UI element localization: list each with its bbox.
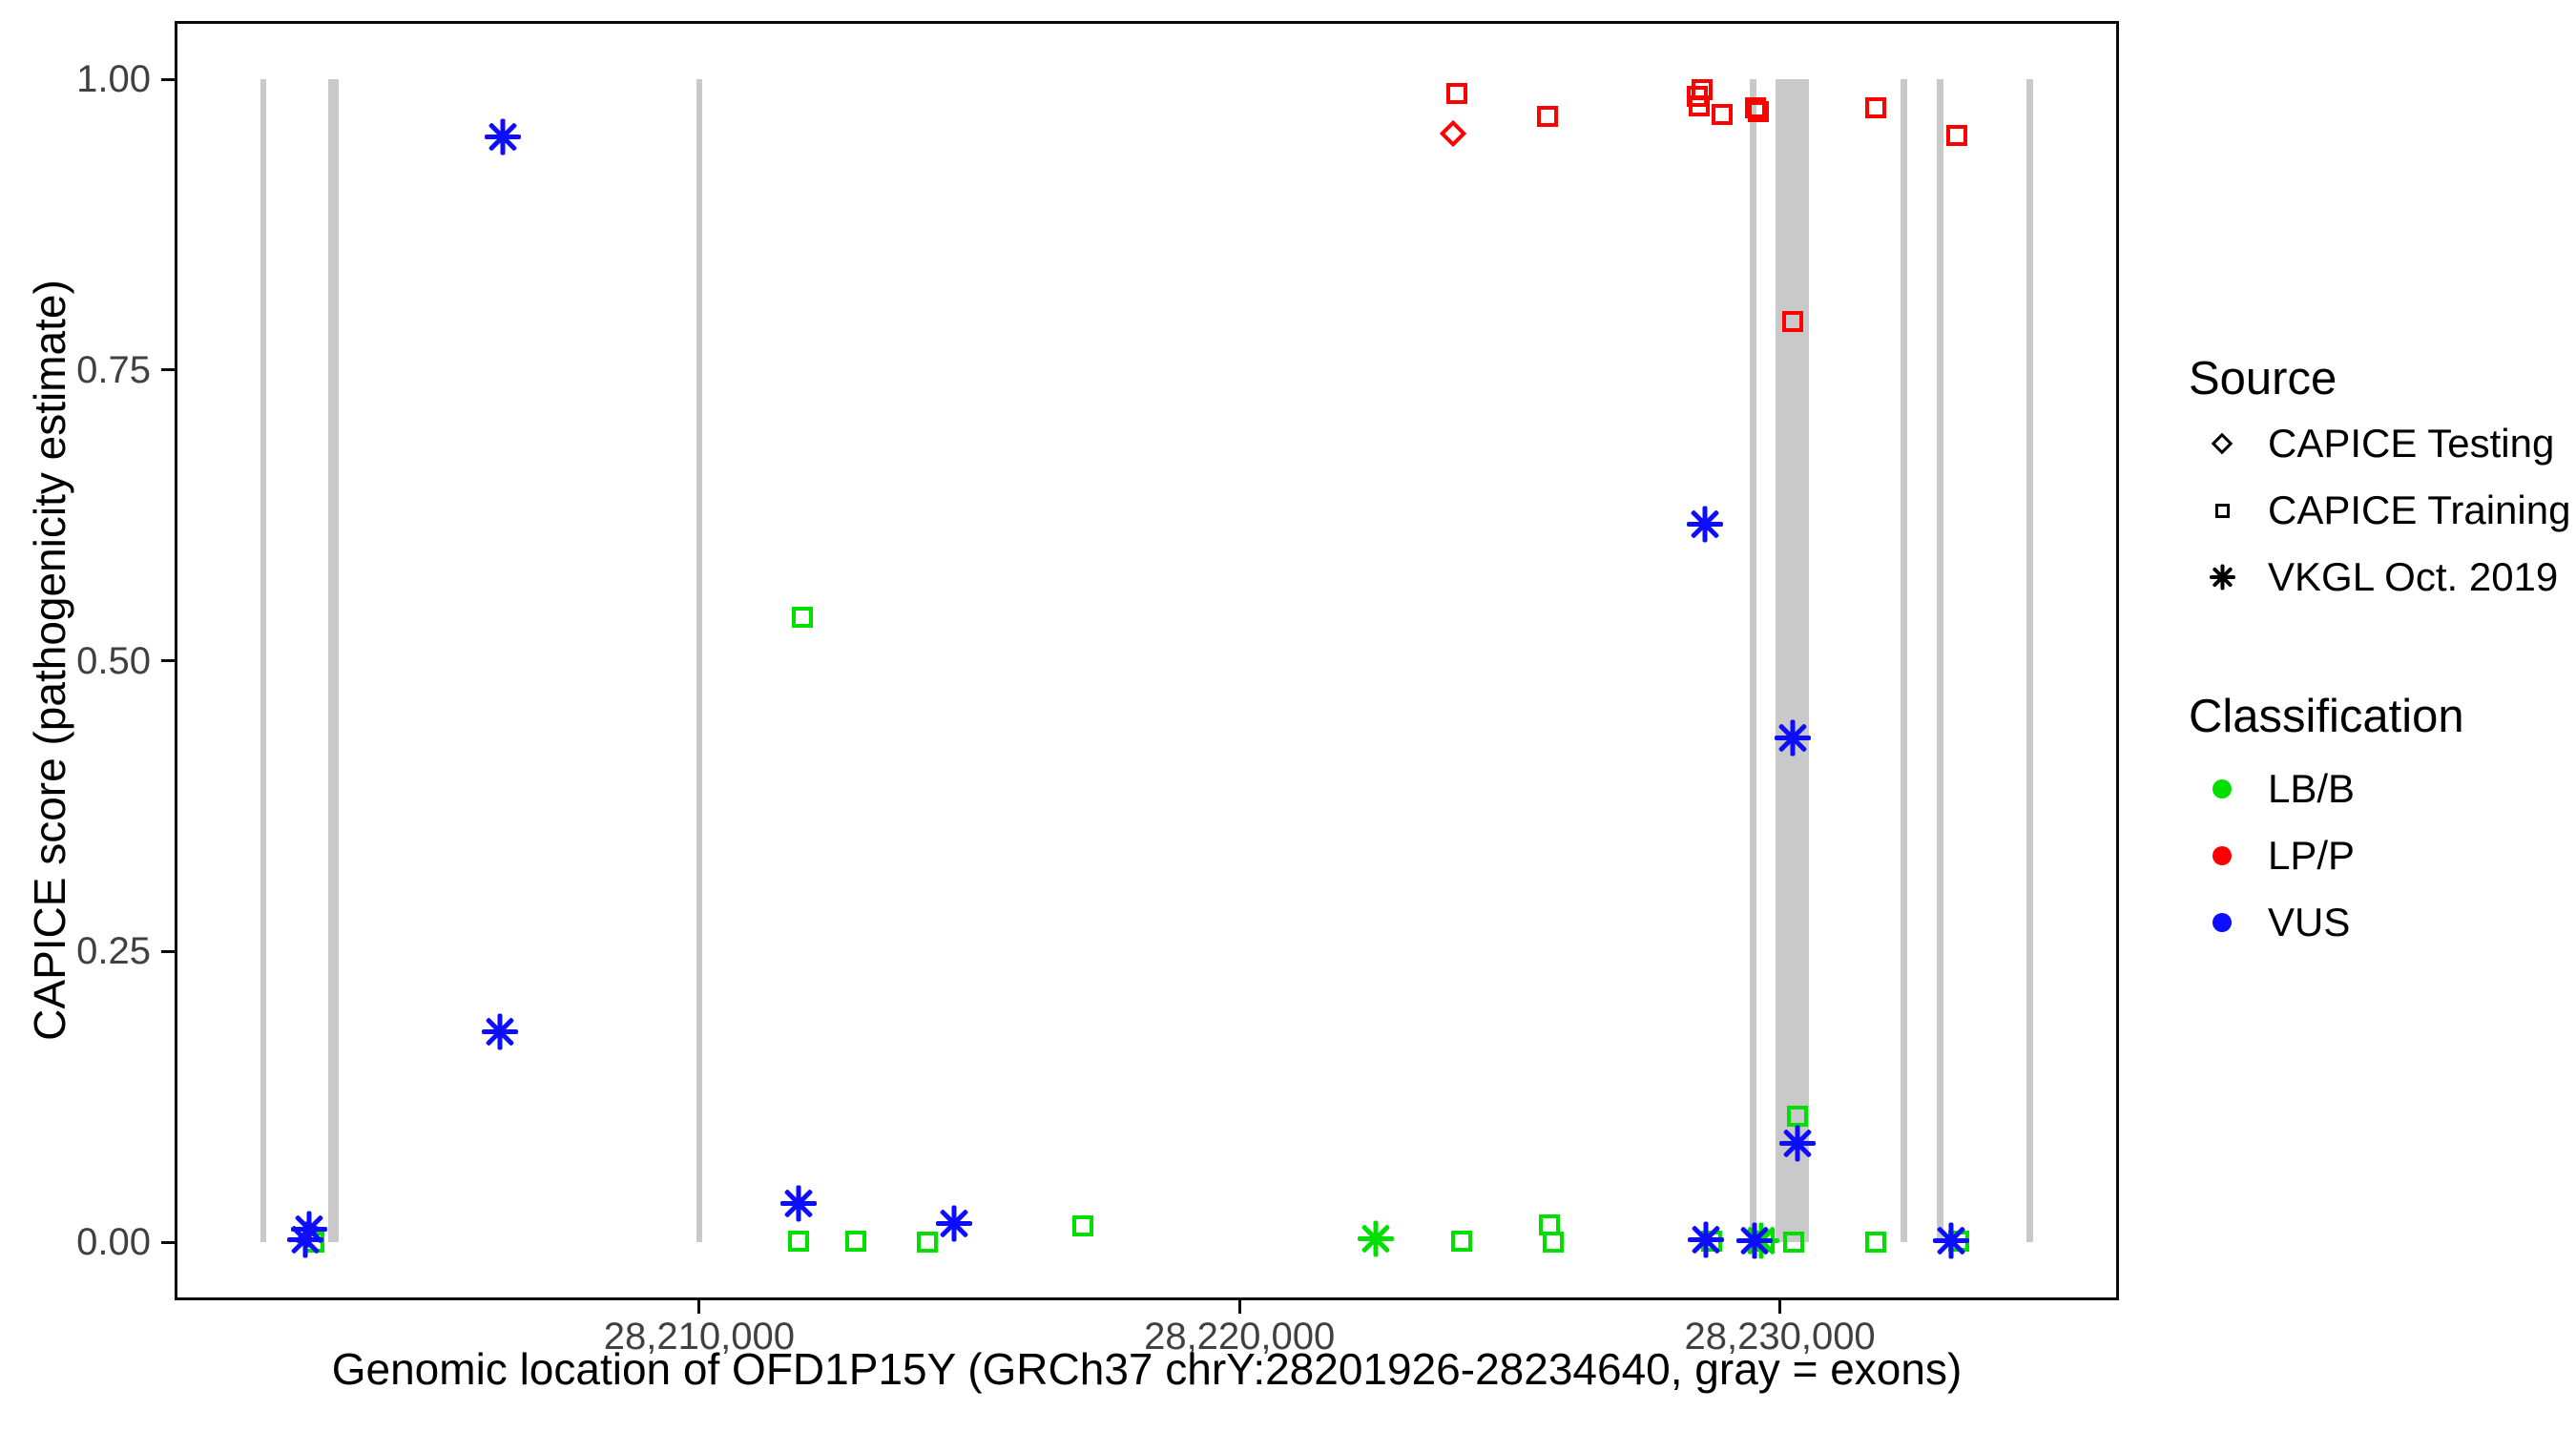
legend-item-label: CAPICE Testing — [2268, 421, 2555, 466]
x-axis-tick — [1237, 1300, 1241, 1314]
y-axis-tick-label: 0.50 — [76, 639, 151, 682]
legend-source-title: Source — [2189, 353, 2337, 404]
data-point-marker — [1711, 103, 1733, 125]
data-point-marker — [844, 1230, 866, 1252]
legend-item-label: VUS — [2268, 900, 2351, 944]
plot-panel — [175, 21, 2119, 1300]
data-point-marker — [1450, 1230, 1472, 1252]
x-axis-tick — [1778, 1300, 1782, 1314]
data-point-marker — [286, 1221, 323, 1258]
data-point-marker — [1542, 1232, 1564, 1253]
exon-bar — [1775, 79, 1809, 1243]
y-axis-title: CAPICE score (pathogenicity estimate) — [25, 280, 74, 1041]
y-axis-tick — [161, 1240, 175, 1244]
exon-bar — [260, 79, 267, 1243]
data-point-marker — [1686, 506, 1723, 543]
data-point-marker — [1864, 97, 1886, 119]
data-point-marker — [1945, 124, 1967, 146]
y-axis-tick-label: 0.25 — [76, 930, 151, 973]
exon-bar — [1937, 79, 1943, 1243]
data-point-marker — [1688, 95, 1710, 116]
y-axis-tick — [161, 659, 175, 662]
data-point-marker — [1735, 1222, 1773, 1259]
diamond-icon — [2211, 432, 2233, 455]
legend-item-label: CAPICE Training — [2268, 487, 2571, 532]
data-point-marker — [1536, 106, 1558, 127]
exon-bar — [328, 79, 339, 1243]
legend-item-label: LB/B — [2268, 766, 2356, 811]
legend-item-lbb: LB/B — [2189, 756, 2464, 822]
y-axis-tick-label: 0.00 — [76, 1221, 151, 1263]
legend-item-label: LP/P — [2268, 833, 2356, 878]
y-axis-tick-label: 0.75 — [76, 348, 151, 391]
green-dot-icon — [2212, 779, 2232, 798]
data-point-marker — [1747, 101, 1769, 123]
data-point-marker — [1786, 1106, 1808, 1128]
y-axis-tick — [161, 368, 175, 372]
data-point-marker — [1445, 82, 1467, 104]
legend-classification: Classification LB/B LP/P VUS — [2189, 689, 2464, 956]
y-axis-tick — [161, 77, 175, 81]
square-icon — [2214, 503, 2230, 518]
data-point-marker — [1932, 1222, 1969, 1259]
data-point-marker — [1071, 1215, 1093, 1236]
data-point-marker — [1781, 310, 1803, 332]
blue-dot-icon — [2212, 913, 2232, 932]
data-point-marker — [291, 1211, 327, 1248]
x-axis-tick-label: 28,220,000 — [1144, 1316, 1336, 1358]
x-axis-tick — [697, 1300, 701, 1314]
data-point-marker — [779, 1185, 817, 1222]
exon-bar — [1901, 79, 1907, 1243]
data-point-marker — [1864, 1232, 1886, 1253]
data-point-marker — [1744, 97, 1766, 119]
data-point-marker — [791, 607, 813, 629]
legend-item-label: VKGL Oct. 2019 — [2268, 554, 2559, 599]
data-point-marker — [1774, 719, 1811, 756]
legend-item-vus: VUS — [2189, 889, 2464, 956]
exon-bar — [696, 79, 702, 1243]
data-point-marker — [916, 1232, 938, 1253]
x-axis-tick-label: 28,210,000 — [603, 1316, 795, 1358]
legend-item-capice-testing: CAPICE Testing — [2189, 410, 2570, 477]
exon-bar — [1750, 79, 1756, 1243]
y-axis-tick — [161, 949, 175, 953]
legend-item-vkgl: VKGL Oct. 2019 — [2189, 544, 2570, 611]
data-point-marker — [787, 1230, 809, 1252]
legend-classification-title: Classification — [2189, 691, 2464, 742]
y-axis-tick-label: 1.00 — [76, 58, 151, 100]
x-axis-tick-label: 28,230,000 — [1684, 1316, 1876, 1358]
exon-bar — [2026, 79, 2033, 1243]
legend-source: Source CAPICE Testing CAPICE Training VK… — [2189, 351, 2570, 611]
data-point-marker — [1778, 1125, 1816, 1162]
asterisk-icon — [2209, 564, 2235, 591]
x-axis-title: Genomic location of OFD1P15Y (GRCh37 chr… — [331, 1344, 1963, 1394]
legend-item-lpp: LP/P — [2189, 822, 2464, 889]
data-point-marker — [1357, 1220, 1394, 1257]
red-dot-icon — [2212, 846, 2232, 865]
data-point-marker — [1782, 1232, 1804, 1253]
data-point-marker — [484, 118, 521, 156]
data-point-marker — [935, 1205, 972, 1242]
legend-item-capice-training: CAPICE Training — [2189, 477, 2570, 544]
data-point-marker — [481, 1013, 518, 1050]
data-point-marker — [1687, 1221, 1724, 1258]
